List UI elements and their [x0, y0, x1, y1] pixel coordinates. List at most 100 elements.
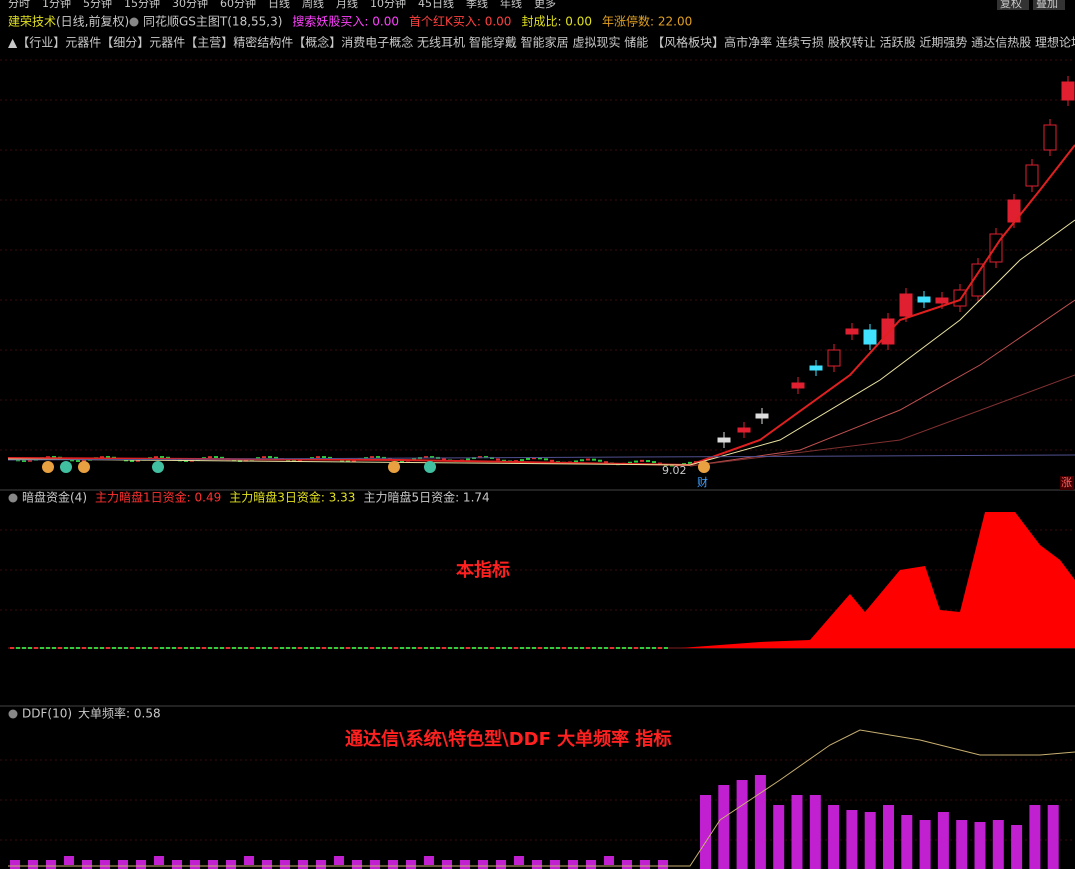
stock-name[interactable]: 建荣技术: [8, 15, 56, 29]
period-tab[interactable]: 分时: [8, 0, 30, 10]
small-bar: [448, 647, 452, 649]
candle: [328, 456, 332, 459]
period-tab[interactable]: 45日线: [418, 0, 454, 10]
period-tab[interactable]: 日线: [268, 0, 290, 10]
small-bar: [526, 647, 530, 649]
candle: [791, 382, 805, 389]
small-bar: [16, 647, 20, 649]
small-bar: [508, 647, 512, 649]
small-bar: [88, 647, 92, 649]
small-bar: [604, 647, 608, 649]
bar: [937, 812, 949, 869]
signal-icon: [42, 461, 54, 473]
panel3-name[interactable]: DDF(10): [22, 707, 72, 721]
small-bar: [334, 856, 344, 865]
small-bar: [202, 647, 206, 649]
small-bar: [568, 860, 578, 869]
candle: [598, 459, 602, 462]
panel-item: 主力暗盘5日资金: 1.74: [363, 490, 489, 505]
small-bar: [316, 860, 326, 869]
candle: [100, 456, 104, 459]
small-bar: [640, 860, 650, 869]
toolbar-button-label[interactable]: 叠加: [1036, 0, 1058, 10]
bar: [992, 820, 1004, 869]
marker: 财: [697, 475, 708, 489]
small-bar: [622, 647, 626, 649]
small-bar: [478, 647, 482, 649]
moving-average: [7, 219, 1075, 466]
header-item: 首个红K买入: 0.00: [409, 14, 511, 29]
candle: [376, 456, 380, 459]
period-tab[interactable]: 1分钟: [42, 0, 71, 10]
small-bar: [400, 647, 404, 649]
small-bar: [532, 647, 536, 649]
signal-icon: [78, 461, 90, 473]
small-bar: [304, 647, 308, 649]
small-bar: [610, 647, 614, 649]
concepts: ▲【行业】元器件【细分】元器件【主营】精密结构件【概念】消费电子概念 无线耳机 …: [8, 35, 1075, 50]
small-bar: [292, 647, 296, 649]
small-bar: [124, 647, 128, 649]
small-bar: [298, 860, 308, 869]
small-bar: [40, 647, 44, 649]
marker: 涨: [1061, 476, 1072, 489]
period-tab[interactable]: 月线: [336, 0, 358, 10]
small-bar: [616, 647, 620, 649]
period-tab[interactable]: 5分钟: [83, 0, 112, 10]
small-bar: [316, 647, 320, 649]
period: (日线,前复权): [56, 14, 129, 29]
header-item: 封成比: 0.00: [521, 15, 592, 29]
annotation: 通达信\系统\特色型\DDF 大单频率 指标: [345, 728, 671, 750]
small-bar: [64, 647, 68, 649]
candle: [640, 459, 644, 462]
small-bar: [184, 647, 188, 649]
period-tab[interactable]: 更多: [534, 0, 556, 10]
candle: [70, 459, 74, 462]
small-bar: [466, 647, 470, 649]
candle: [28, 459, 32, 462]
small-bar: [178, 647, 182, 649]
dropdown-icon[interactable]: [8, 493, 18, 503]
small-bar: [208, 860, 218, 869]
candle: [220, 456, 224, 459]
candle: [520, 459, 524, 462]
period-tab[interactable]: 60分钟: [220, 0, 256, 10]
small-bar: [550, 860, 560, 869]
small-bar: [646, 647, 650, 649]
small-bar: [496, 647, 500, 649]
small-bar: [442, 647, 446, 649]
indicator-name[interactable]: 同花顺GS主图T(18,55,3): [143, 14, 282, 29]
small-bar: [172, 647, 176, 649]
small-bar: [568, 647, 572, 649]
moving-average: [689, 299, 1075, 467]
period-tab[interactable]: 年线: [500, 0, 522, 10]
candle: [154, 456, 158, 459]
period-tab[interactable]: 15分钟: [124, 0, 160, 10]
small-bar: [472, 647, 476, 649]
small-bar: [586, 860, 596, 869]
bar: [1047, 805, 1059, 869]
small-bar: [478, 860, 488, 869]
panel2-name[interactable]: 暗盘资金(4): [22, 490, 87, 505]
period-tab[interactable]: 周线: [302, 0, 324, 10]
period-tab[interactable]: 季线: [466, 0, 488, 10]
small-bar: [82, 860, 92, 869]
candle: [370, 456, 374, 459]
small-bar: [442, 860, 452, 869]
small-bar: [406, 647, 410, 649]
period-tab[interactable]: 10分钟: [370, 0, 406, 10]
small-bar: [556, 647, 560, 649]
small-bar: [64, 856, 74, 865]
panel-item: 主力暗盘1日资金: 0.49: [95, 490, 221, 505]
period-tab[interactable]: 30分钟: [172, 0, 208, 10]
dropdown-icon[interactable]: [8, 709, 18, 719]
dropdown-icon[interactable]: [129, 17, 139, 27]
candle: [544, 458, 548, 461]
toolbar-button-label[interactable]: 复权: [1000, 0, 1022, 10]
low-price-label: 9.02: [662, 464, 687, 477]
candle: [1025, 164, 1039, 187]
small-bar: [148, 647, 152, 649]
candle: [634, 460, 638, 463]
moving-average: [7, 454, 1075, 461]
